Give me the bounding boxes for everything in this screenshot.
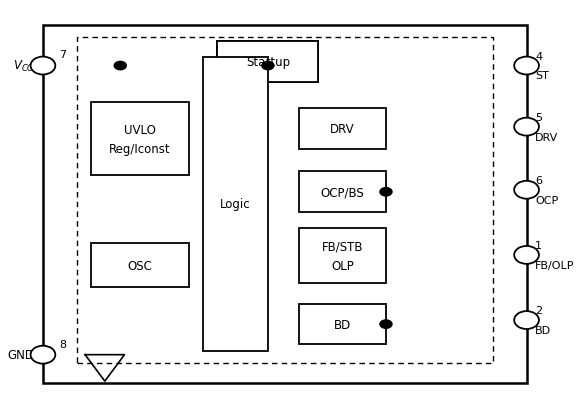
Bar	[217, 42, 318, 83]
Circle shape	[514, 311, 539, 329]
Circle shape	[514, 181, 539, 199]
Text: DRV: DRV	[330, 123, 354, 136]
Text: 2: 2	[535, 306, 542, 315]
Text: UVLO
Reg/Iconst: UVLO Reg/Iconst	[109, 124, 171, 155]
Text: 7: 7	[59, 50, 66, 60]
Bar	[91, 243, 189, 288]
Text: 5: 5	[535, 112, 542, 122]
Text: 4: 4	[535, 52, 542, 61]
Text: OCP: OCP	[535, 195, 558, 205]
Text: OCP/BS: OCP/BS	[321, 186, 364, 199]
Bar	[217, 42, 318, 83]
Text: 1: 1	[535, 240, 542, 250]
Text: $V_{CC}$: $V_{CC}$	[13, 59, 34, 74]
Text: FB/OLP: FB/OLP	[535, 260, 574, 270]
Text: FB/STB
OLP: FB/STB OLP	[322, 240, 363, 272]
Circle shape	[514, 118, 539, 136]
Text: 6: 6	[535, 175, 542, 185]
Circle shape	[514, 246, 539, 264]
Bar	[43, 26, 527, 383]
Text: Logic: Logic	[220, 198, 251, 211]
Bar	[203, 58, 268, 351]
Text: GND: GND	[8, 348, 34, 361]
Circle shape	[113, 61, 127, 71]
Bar	[299, 172, 386, 213]
Bar	[299, 109, 386, 150]
Text: BD: BD	[535, 325, 551, 335]
Bar	[299, 304, 386, 345]
Text: Startup: Startup	[246, 56, 290, 69]
Circle shape	[31, 346, 55, 364]
Text: BD: BD	[333, 318, 351, 331]
Text: ST: ST	[535, 71, 549, 81]
Circle shape	[379, 187, 393, 197]
Circle shape	[261, 61, 275, 71]
Bar	[77, 38, 493, 363]
Bar	[299, 229, 386, 284]
Circle shape	[31, 57, 55, 75]
Text: DRV: DRV	[535, 132, 558, 142]
Text: OSC: OSC	[127, 259, 152, 272]
Text: 8: 8	[59, 339, 66, 349]
Bar	[91, 103, 189, 176]
Circle shape	[379, 319, 393, 329]
Circle shape	[514, 57, 539, 75]
